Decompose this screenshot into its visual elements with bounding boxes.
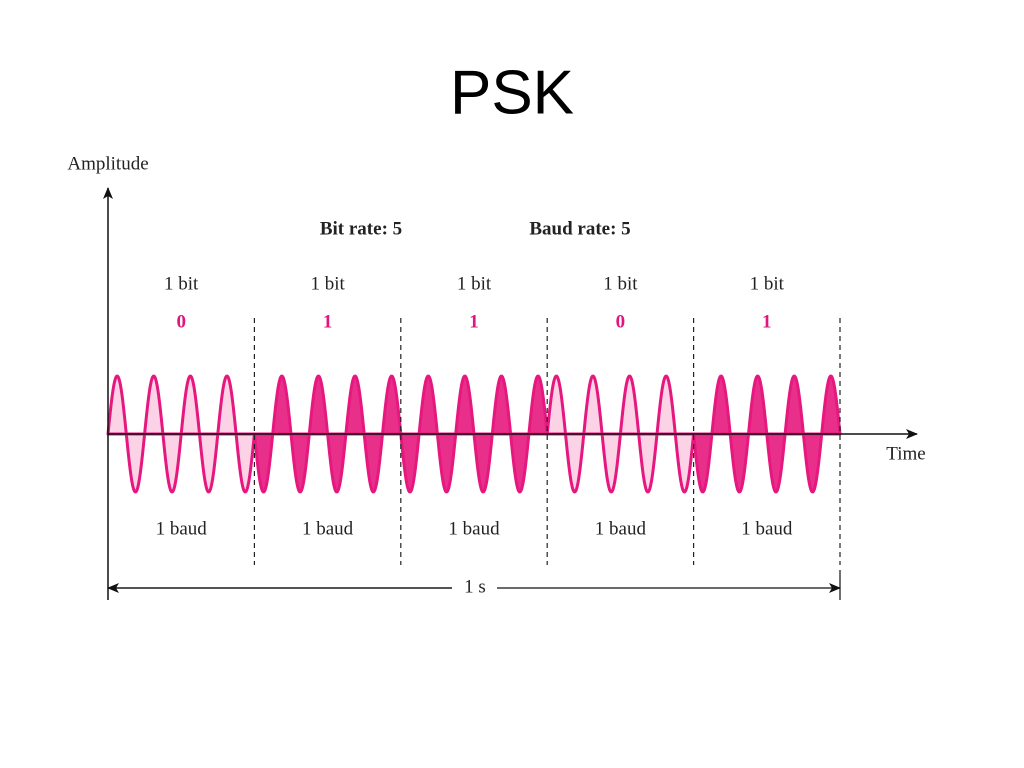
- bit-value: 1: [469, 311, 479, 332]
- bit-label: 1 bit: [750, 273, 785, 294]
- bit-value: 0: [616, 311, 626, 332]
- baud-label: 1 baud: [595, 518, 647, 539]
- baud-label: 1 baud: [156, 518, 208, 539]
- bit-rate: Bit rate: 5: [320, 218, 402, 239]
- baud-label: 1 baud: [448, 518, 500, 539]
- slide-title: PSK: [450, 58, 574, 127]
- y-axis-label: Amplitude: [67, 153, 148, 174]
- bit-value: 1: [323, 311, 333, 332]
- bit-label: 1 bit: [164, 273, 199, 294]
- baud-rate: Baud rate: 5: [529, 218, 630, 239]
- bit-label: 1 bit: [457, 273, 492, 294]
- duration-label: 1 s: [464, 576, 486, 597]
- bit-value: 0: [176, 311, 186, 332]
- bit-label: 1 bit: [310, 273, 345, 294]
- baud-label: 1 baud: [741, 518, 793, 539]
- x-axis-label: Time: [886, 443, 925, 464]
- baud-label: 1 baud: [302, 518, 354, 539]
- bit-label: 1 bit: [603, 273, 638, 294]
- bit-value: 1: [762, 311, 772, 332]
